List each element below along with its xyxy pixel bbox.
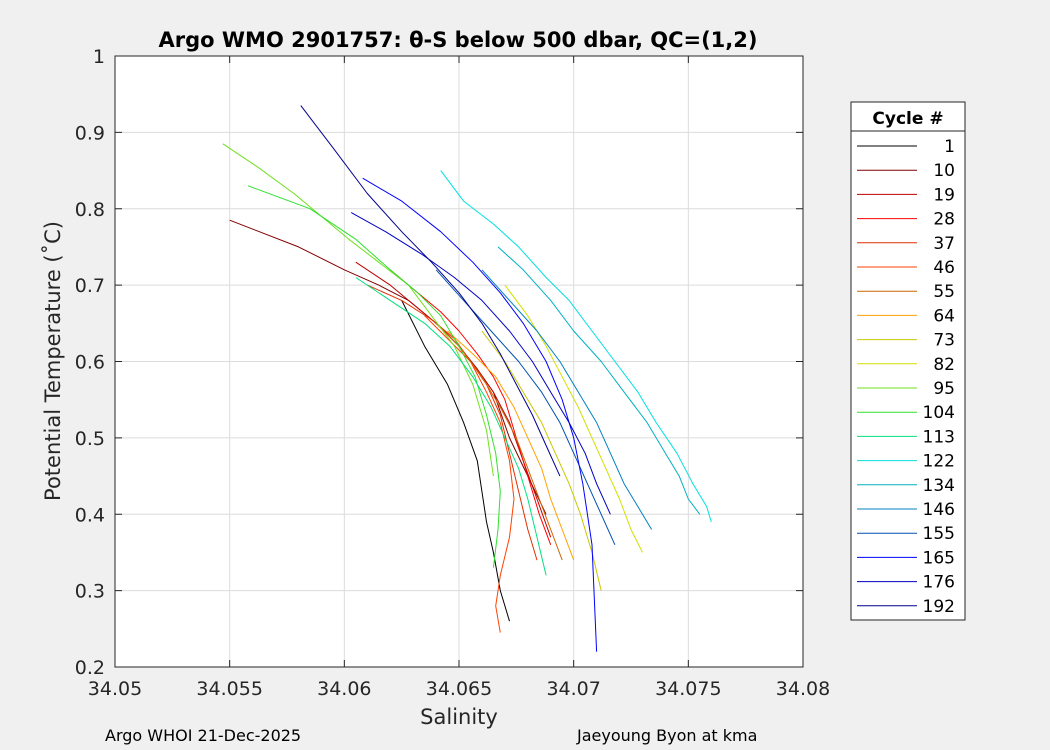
series-line-cycle-55 <box>435 322 563 561</box>
y-tick-label: 0.3 <box>75 581 105 603</box>
legend-label: 64 <box>933 306 955 326</box>
legend-label: 37 <box>933 234 955 254</box>
chart-title: Argo WMO 2901757: θ-S below 500 dbar, QC… <box>159 28 758 52</box>
legend-label: 10 <box>933 161 955 181</box>
legend-label: 122 <box>923 452 955 472</box>
x-tick-label: 34.065 <box>426 678 492 700</box>
series-line-cycle-95 <box>222 143 494 477</box>
series-line-cycle-1 <box>401 300 510 622</box>
legend-label: 55 <box>933 282 955 302</box>
y-tick-label: 0.6 <box>75 352 105 374</box>
legend-label: 19 <box>933 185 955 205</box>
legend-label: 155 <box>923 524 955 544</box>
legend-label: 146 <box>923 500 955 520</box>
y-tick-label: 1 <box>93 46 105 68</box>
series-line-cycle-122 <box>440 170 712 523</box>
legend-items: 1 10 19 28 37 46 55 64 73 82 95 104 113 122 134 146 155 1… <box>857 137 955 617</box>
y-axis-label: Potential Temperature (˚C) <box>41 221 65 501</box>
series-line-cycle-192 <box>300 105 561 477</box>
x-tick-label: 34.08 <box>776 678 830 700</box>
y-tick-label: 0.2 <box>75 657 105 679</box>
x-axis-label: Salinity <box>420 705 498 729</box>
legend-label: 176 <box>923 573 955 593</box>
legend-label: 46 <box>933 258 955 278</box>
legend-label: 28 <box>933 210 955 230</box>
y-tick-label: 0.8 <box>75 199 105 221</box>
y-tick-label: 0.4 <box>75 504 105 526</box>
plot-area: 34.05 34.055 34.06 34.065 34.07 34.075 34.08 0… <box>75 46 830 700</box>
series-line-cycle-28 <box>389 269 552 545</box>
legend-label: 134 <box>923 476 955 496</box>
series-layer <box>222 105 712 652</box>
y-tick-label: 0.9 <box>75 122 105 144</box>
y-axis: 0.2 0.3 0.4 0.5 0.6 0.7 0.8 0.9 1 <box>75 46 803 679</box>
x-axis: 34.05 34.055 34.06 34.065 34.07 34.075 34.08 <box>88 56 830 700</box>
series-line-cycle-165 <box>362 177 598 652</box>
legend-label: 1 <box>944 137 955 157</box>
x-tick-label: 34.075 <box>655 678 721 700</box>
legend-title: Cycle # <box>872 109 943 129</box>
legend-label: 73 <box>933 331 955 351</box>
series-line-cycle-73 <box>481 330 602 591</box>
series-line-cycle-113 <box>355 277 547 576</box>
series-line-cycle-134 <box>497 246 701 515</box>
series-line-cycle-64 <box>447 330 575 561</box>
legend-label: 82 <box>933 355 955 375</box>
series-line-cycle-155 <box>435 269 616 546</box>
legend-label: 113 <box>923 427 955 447</box>
y-tick-label: 0.5 <box>75 428 105 450</box>
legend-label: 104 <box>923 403 955 423</box>
y-tick-label: 0.7 <box>75 275 105 297</box>
x-tick-label: 34.05 <box>88 678 142 700</box>
series-line-cycle-104 <box>247 185 501 568</box>
legend-label: 192 <box>923 597 955 617</box>
x-tick-label: 34.07 <box>546 678 600 700</box>
series-line-cycle-146 <box>481 269 653 530</box>
x-tick-label: 34.055 <box>196 678 262 700</box>
footer-left: Argo WHOI 21-Dec-2025 <box>105 726 301 745</box>
series-line-cycle-19 <box>355 261 552 538</box>
footer-right: Jaeyoung Byon at kma <box>576 726 757 745</box>
legend: Cycle # 1 10 19 28 37 46 55 64 73 82 95 104 113 122 13… <box>850 101 966 621</box>
legend-label: 95 <box>933 379 955 399</box>
legend-label: 165 <box>923 548 955 568</box>
series-line-cycle-176 <box>350 212 611 515</box>
x-tick-label: 34.06 <box>317 678 371 700</box>
